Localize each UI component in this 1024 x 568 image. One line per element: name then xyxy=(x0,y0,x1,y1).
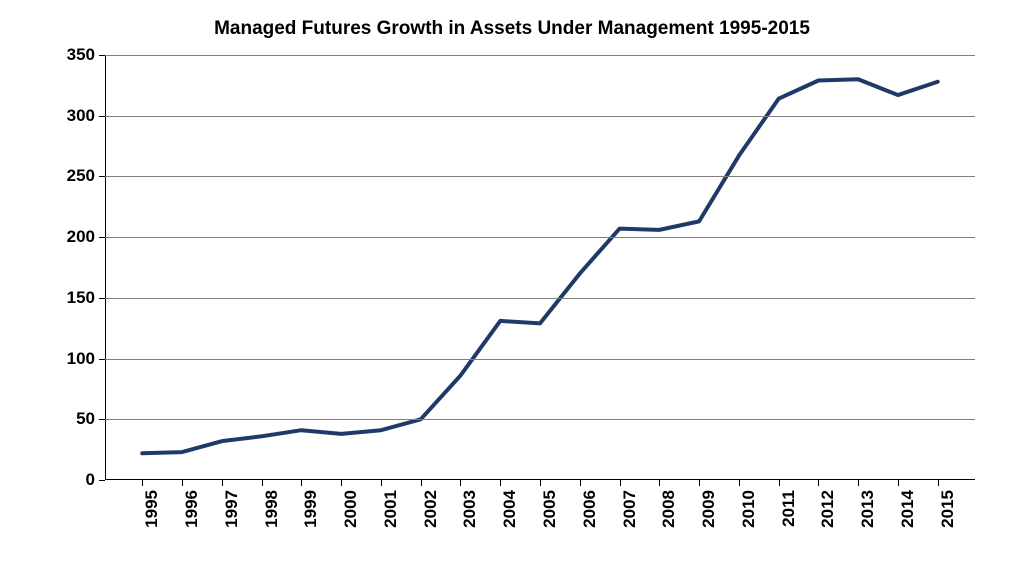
x-tick-label: 2003 xyxy=(460,490,480,528)
y-tick-label: 50 xyxy=(76,409,95,429)
y-tick-mark xyxy=(99,176,105,177)
x-tick-label: 1999 xyxy=(301,490,321,528)
x-tick-label: 2005 xyxy=(540,490,560,528)
y-tick-mark xyxy=(99,480,105,481)
gridline xyxy=(105,298,975,299)
x-tick-label: 2001 xyxy=(381,490,401,528)
x-tick-label: 2012 xyxy=(818,490,838,528)
y-tick-label: 100 xyxy=(67,349,95,369)
y-tick-label: 150 xyxy=(67,288,95,308)
line-chart-svg xyxy=(105,55,975,480)
x-tick-label: 2008 xyxy=(659,490,679,528)
x-tick-mark xyxy=(421,480,422,486)
chart-title: Managed Futures Growth in Assets Under M… xyxy=(0,18,1024,40)
gridline xyxy=(105,237,975,238)
gridline xyxy=(105,176,975,177)
x-tick-mark xyxy=(142,480,143,486)
y-tick-mark xyxy=(99,55,105,56)
y-tick-label: 0 xyxy=(86,470,95,490)
x-tick-label: 2002 xyxy=(421,490,441,528)
x-tick-mark xyxy=(620,480,621,486)
x-tick-label: 1998 xyxy=(262,490,282,528)
x-tick-mark xyxy=(500,480,501,486)
x-tick-label: 2007 xyxy=(620,490,640,528)
x-tick-mark xyxy=(182,480,183,486)
x-tick-mark xyxy=(381,480,382,486)
y-tick-mark xyxy=(99,359,105,360)
x-tick-mark xyxy=(460,480,461,486)
x-tick-mark xyxy=(341,480,342,486)
x-tick-label: 2014 xyxy=(898,490,918,528)
x-tick-mark xyxy=(580,480,581,486)
x-tick-label: 1995 xyxy=(142,490,162,528)
x-tick-label: 2010 xyxy=(739,490,759,528)
x-tick-label: 2004 xyxy=(500,490,520,528)
y-tick-mark xyxy=(99,419,105,420)
x-tick-label: 1997 xyxy=(222,490,242,528)
x-tick-label: 2015 xyxy=(938,490,958,528)
x-tick-mark xyxy=(898,480,899,486)
gridline xyxy=(105,359,975,360)
gridline xyxy=(105,419,975,420)
x-tick-mark xyxy=(540,480,541,486)
x-tick-mark xyxy=(699,480,700,486)
x-tick-mark xyxy=(858,480,859,486)
y-tick-label: 250 xyxy=(67,166,95,186)
x-tick-mark xyxy=(938,480,939,486)
plot-area: 0501001502002503003501995199619971998199… xyxy=(105,55,975,480)
x-tick-label: 2009 xyxy=(699,490,719,528)
chart-container: Managed Futures Growth in Assets Under M… xyxy=(0,0,1024,568)
x-tick-mark xyxy=(222,480,223,486)
y-tick-mark xyxy=(99,298,105,299)
y-tick-mark xyxy=(99,116,105,117)
x-tick-mark xyxy=(779,480,780,486)
gridline xyxy=(105,55,975,56)
y-tick-label: 300 xyxy=(67,106,95,126)
x-tick-label: 2000 xyxy=(341,490,361,528)
y-tick-label: 350 xyxy=(67,45,95,65)
y-tick-label: 200 xyxy=(67,227,95,247)
x-tick-mark xyxy=(262,480,263,486)
x-tick-label: 2006 xyxy=(580,490,600,528)
x-tick-mark xyxy=(739,480,740,486)
x-tick-mark xyxy=(659,480,660,486)
x-tick-label: 2011 xyxy=(779,490,799,527)
x-tick-mark xyxy=(818,480,819,486)
data-line xyxy=(142,79,937,453)
y-tick-mark xyxy=(99,237,105,238)
gridline xyxy=(105,116,975,117)
x-tick-label: 2013 xyxy=(858,490,878,528)
x-tick-mark xyxy=(301,480,302,486)
x-tick-label: 1996 xyxy=(182,490,202,528)
